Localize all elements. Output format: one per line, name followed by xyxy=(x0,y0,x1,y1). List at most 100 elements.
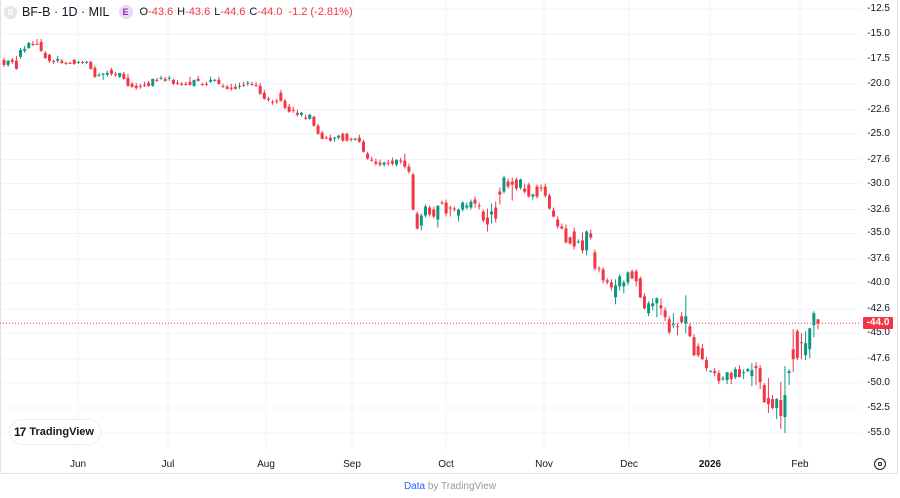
time-axis-label: Feb xyxy=(791,459,809,470)
candle xyxy=(423,206,427,216)
price-axis-label: -27.6 xyxy=(867,153,890,165)
candle xyxy=(233,86,237,89)
price-axis-label: -42.6 xyxy=(867,303,890,315)
candle xyxy=(651,303,655,307)
candle xyxy=(287,106,291,112)
candle xyxy=(159,77,163,79)
candle xyxy=(155,79,159,81)
candle xyxy=(452,208,456,210)
candle xyxy=(345,133,349,141)
candle xyxy=(461,202,465,210)
candle xyxy=(428,207,432,215)
candle xyxy=(568,237,572,244)
candle xyxy=(349,138,353,140)
candle xyxy=(390,160,394,164)
time-axis-label: Sep xyxy=(343,459,361,470)
candle xyxy=(89,61,93,69)
candle xyxy=(746,369,750,372)
grid-lines xyxy=(0,0,860,450)
candle xyxy=(308,114,312,119)
time-axis-label: Oct xyxy=(438,459,454,470)
candle xyxy=(514,179,518,189)
candle xyxy=(762,385,766,403)
candle xyxy=(742,372,746,374)
candle xyxy=(366,153,370,159)
candle xyxy=(295,112,299,115)
candle xyxy=(262,92,266,99)
candle xyxy=(52,60,56,62)
candle xyxy=(799,342,803,344)
candle xyxy=(638,278,642,298)
candle xyxy=(316,125,320,134)
candle xyxy=(498,191,502,195)
tradingview-watermark[interactable]: 17 TradingView xyxy=(10,420,100,444)
symbol-logo-icon: B xyxy=(4,5,17,19)
candle xyxy=(81,61,85,63)
candle xyxy=(634,271,638,282)
candle xyxy=(386,162,390,164)
candle xyxy=(304,117,308,119)
data-link[interactable]: Data xyxy=(403,481,426,492)
candle xyxy=(221,85,225,87)
candle xyxy=(411,174,415,210)
candle xyxy=(614,285,618,298)
candle xyxy=(680,316,684,323)
candle xyxy=(217,79,221,84)
candle xyxy=(535,186,539,197)
candle xyxy=(10,59,14,62)
candle xyxy=(275,100,279,102)
candle xyxy=(737,369,741,378)
candle xyxy=(283,100,287,108)
candle xyxy=(328,137,332,141)
candle xyxy=(436,205,440,220)
candle xyxy=(816,319,820,324)
candle xyxy=(473,199,477,204)
candle xyxy=(395,159,399,165)
candle xyxy=(750,370,754,377)
candle xyxy=(200,83,204,85)
candle xyxy=(337,135,341,138)
candle xyxy=(31,43,35,45)
candle xyxy=(713,371,717,374)
candle xyxy=(642,296,646,309)
exchange-badge-icon[interactable]: E xyxy=(118,5,133,19)
candle xyxy=(39,41,43,51)
candle xyxy=(279,92,283,101)
candle xyxy=(556,219,560,227)
time-axis-label: Dec xyxy=(620,459,638,470)
candle xyxy=(655,298,659,304)
candle xyxy=(320,132,324,139)
settings-icon[interactable] xyxy=(874,458,886,470)
candle xyxy=(766,398,770,405)
current-price-tag: -44.0 xyxy=(863,317,893,330)
candle xyxy=(597,268,601,270)
candle xyxy=(432,209,436,217)
low-value: L-44.6 xyxy=(214,6,246,18)
candle xyxy=(457,209,461,216)
candle xyxy=(192,79,196,86)
candle xyxy=(485,217,489,225)
candle xyxy=(593,252,597,269)
candle xyxy=(176,82,180,84)
candle xyxy=(242,84,246,86)
candle xyxy=(688,326,692,337)
candle xyxy=(250,83,254,85)
candle xyxy=(506,181,510,187)
price-axis-label: -15.0 xyxy=(867,27,890,39)
candle xyxy=(378,162,382,165)
candle xyxy=(795,331,799,359)
chart-legend: B BF-B · 1D · MIL E O-43.6 H-43.6 L-44.6… xyxy=(4,4,353,20)
candle xyxy=(626,272,630,283)
candle xyxy=(399,160,403,162)
candle xyxy=(609,282,613,288)
candle xyxy=(105,72,109,75)
candle xyxy=(787,371,791,374)
candle xyxy=(43,52,47,58)
symbol-title[interactable]: BF-B · 1D · MIL xyxy=(22,5,110,19)
candle xyxy=(56,58,60,61)
candle xyxy=(35,43,39,45)
candle xyxy=(76,61,80,63)
candle xyxy=(266,98,270,100)
candle xyxy=(109,69,113,74)
